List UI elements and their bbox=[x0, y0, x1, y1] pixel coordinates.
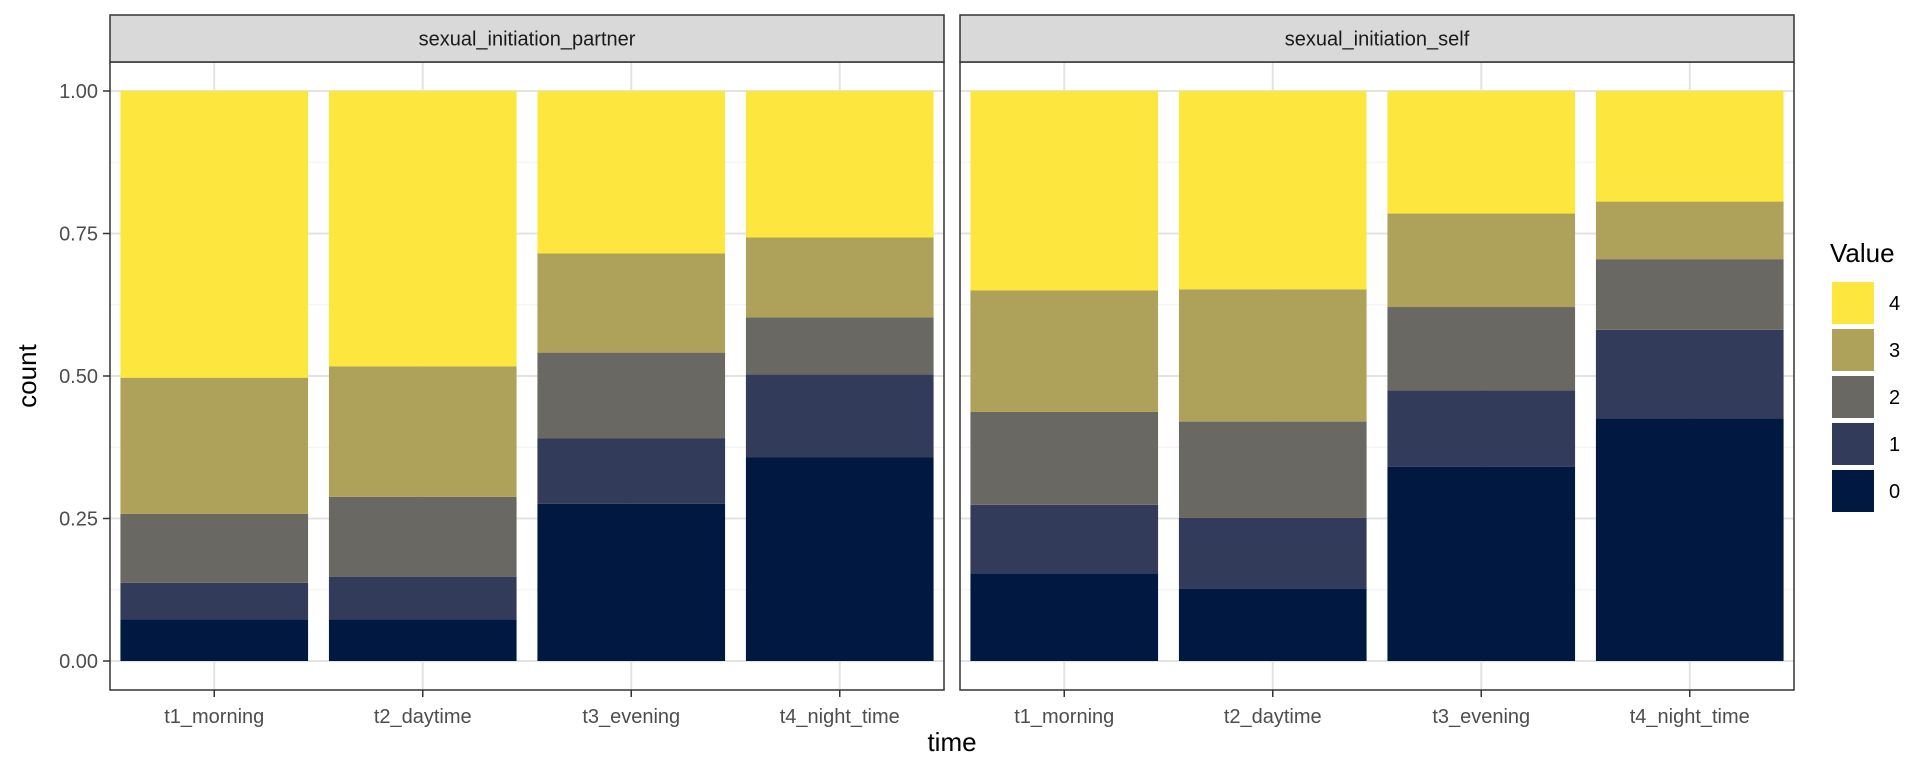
bar-segment-t1_morning-value-4 bbox=[120, 91, 309, 378]
legend-label: 2 bbox=[1889, 387, 1900, 409]
axes-layer: t1_morning t2_daytime t3_evening t4_night_t… bbox=[59, 81, 1750, 728]
bar-segment-t4_night_time-value-4 bbox=[1595, 91, 1784, 202]
facet-title: sexual_initiation_partner bbox=[419, 29, 636, 51]
x-tick-label: t3_evening bbox=[582, 706, 680, 728]
bar-segment-t3_evening-value-4 bbox=[537, 91, 726, 254]
legend: Value 4 3 2 1 0 bbox=[1830, 238, 1900, 512]
facet-title: sexual_initiation_self bbox=[1285, 29, 1470, 51]
x-axis-title: time bbox=[927, 727, 976, 757]
bar-segment-t2_daytime-value-1 bbox=[328, 576, 517, 620]
legend-key-1 bbox=[1832, 423, 1874, 465]
bar-segment-t2_daytime-value-4 bbox=[328, 91, 517, 367]
bar-segment-t1_morning-value-3 bbox=[120, 377, 309, 514]
panel-1: sexual_initiation_self bbox=[959, 14, 1795, 691]
legend-label: 4 bbox=[1889, 293, 1900, 315]
bar-segment-t3_evening-value-1 bbox=[537, 438, 726, 504]
bar-segment-t2_daytime-value-0 bbox=[1178, 588, 1367, 661]
legend-label: 3 bbox=[1889, 340, 1900, 362]
bar-segment-t2_daytime-value-2 bbox=[328, 496, 517, 577]
bar-segment-t4_night_time-value-0 bbox=[1595, 418, 1784, 661]
bar-segment-t4_night_time-value-2 bbox=[1595, 259, 1784, 330]
legend-label: 0 bbox=[1889, 481, 1900, 503]
bar-segment-t2_daytime-value-2 bbox=[1178, 421, 1367, 518]
y-tick-label: 0.00 bbox=[59, 651, 98, 673]
bar-segment-t2_daytime-value-0 bbox=[328, 619, 517, 661]
bar-segment-t1_morning-value-2 bbox=[970, 411, 1159, 505]
x-tick-label: t2_daytime bbox=[374, 706, 472, 728]
x-tick-label: t1_morning bbox=[1014, 706, 1114, 728]
legend-label: 1 bbox=[1889, 434, 1900, 456]
bar-segment-t3_evening-value-0 bbox=[537, 503, 726, 661]
bar-segment-t4_night_time-value-4 bbox=[745, 91, 934, 238]
bar-segment-t3_evening-value-0 bbox=[1387, 466, 1576, 661]
bar-segment-t4_night_time-value-1 bbox=[1595, 329, 1784, 419]
x-tick-label: t4_night_time bbox=[780, 706, 900, 728]
y-tick-label: 0.75 bbox=[59, 224, 98, 246]
bar-segment-t4_night_time-value-3 bbox=[745, 237, 934, 318]
x-tick-label: t1_morning bbox=[164, 706, 264, 728]
legend-key-0 bbox=[1832, 470, 1874, 512]
bar-segment-t4_night_time-value-2 bbox=[745, 317, 934, 375]
bar-segment-t1_morning-value-1 bbox=[970, 504, 1159, 574]
x-tick-label: t4_night_time bbox=[1630, 706, 1750, 728]
panels-layer: sexual_initiation_partner sexual_initiati… bbox=[109, 14, 1795, 691]
bar-segment-t1_morning-value-0 bbox=[970, 573, 1159, 661]
bar-segment-t1_morning-value-1 bbox=[120, 582, 309, 620]
legend-title: Value bbox=[1830, 238, 1895, 268]
bar-segment-t4_night_time-value-0 bbox=[745, 457, 934, 661]
x-tick-label: t3_evening bbox=[1432, 706, 1530, 728]
panel-0: sexual_initiation_partner bbox=[109, 14, 945, 691]
bar-segment-t3_evening-value-2 bbox=[1387, 307, 1576, 391]
y-tick-label: 0.25 bbox=[59, 509, 98, 531]
bar-segment-t4_night_time-value-3 bbox=[1595, 201, 1784, 260]
bar-segment-t2_daytime-value-1 bbox=[1178, 517, 1367, 589]
bar-segment-t4_night_time-value-1 bbox=[745, 374, 934, 458]
bar-segment-t2_daytime-value-3 bbox=[328, 366, 517, 497]
bar-segment-t3_evening-value-4 bbox=[1387, 91, 1576, 214]
bar-segment-t2_daytime-value-4 bbox=[1178, 91, 1367, 290]
bar-segment-t1_morning-value-2 bbox=[120, 513, 309, 583]
bar-segment-t2_daytime-value-3 bbox=[1178, 289, 1367, 422]
y-axis-title: count bbox=[12, 343, 42, 407]
legend-key-2 bbox=[1832, 376, 1874, 418]
legend-key-4 bbox=[1832, 282, 1874, 324]
bar-segment-t3_evening-value-3 bbox=[1387, 213, 1576, 308]
y-tick-label: 0.50 bbox=[59, 366, 98, 388]
bar-segment-t1_morning-value-0 bbox=[120, 619, 309, 661]
bar-segment-t1_morning-value-4 bbox=[970, 91, 1159, 291]
legend-key-3 bbox=[1832, 329, 1874, 371]
bar-segment-t3_evening-value-1 bbox=[1387, 390, 1576, 467]
y-tick-label: 1.00 bbox=[59, 81, 98, 103]
bar-segment-t3_evening-value-2 bbox=[537, 352, 726, 439]
facet-strip bbox=[109, 14, 945, 63]
facet-strip bbox=[959, 14, 1795, 63]
bar-segment-t1_morning-value-3 bbox=[970, 290, 1159, 412]
x-tick-label: t2_daytime bbox=[1224, 706, 1322, 728]
bar-segment-t3_evening-value-3 bbox=[537, 253, 726, 353]
